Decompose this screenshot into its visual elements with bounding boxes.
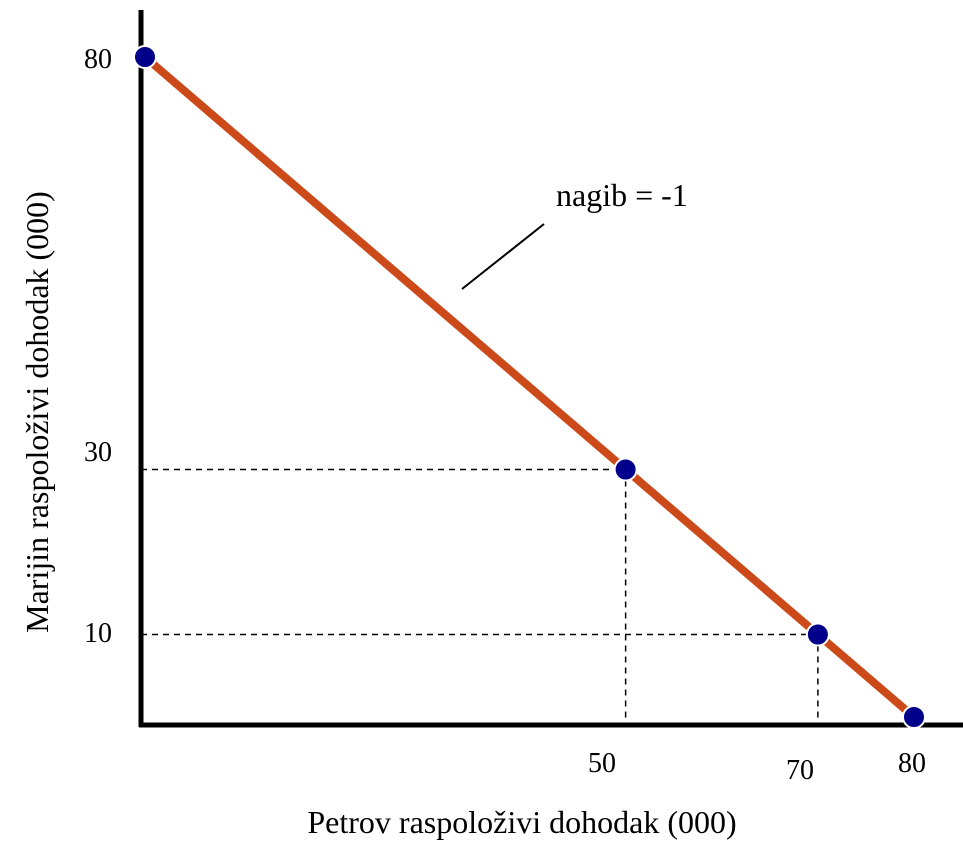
tick-labels: 80 30 10 50 70 80 (84, 44, 926, 786)
y-tick-label-10: 10 (84, 618, 112, 649)
series-line-group (141, 53, 918, 721)
y-axis-title: Marijin raspoloživi dohodak (000) (19, 191, 55, 633)
data-point-0-80 (133, 45, 157, 69)
slope-annotation: nagib = -1 (556, 177, 688, 213)
x-tick-label-80: 80 (898, 748, 926, 779)
x-tick-label-50: 50 (588, 748, 616, 779)
y-tick-label-30: 30 (84, 437, 112, 468)
series-line (141, 53, 918, 721)
x-tick-label-70: 70 (786, 755, 814, 786)
x-axis-title: Petrov raspoloživi dohodak (000) (307, 804, 736, 840)
y-tick-label-80: 80 (84, 44, 112, 75)
data-point-80-0 (902, 705, 926, 729)
axes (138, 10, 963, 728)
annotation-leader-line (461, 223, 545, 290)
data-points (133, 45, 926, 729)
data-point-50-30 (613, 457, 638, 482)
data-point-70-10 (805, 622, 830, 647)
guide-lines (141, 468, 819, 725)
